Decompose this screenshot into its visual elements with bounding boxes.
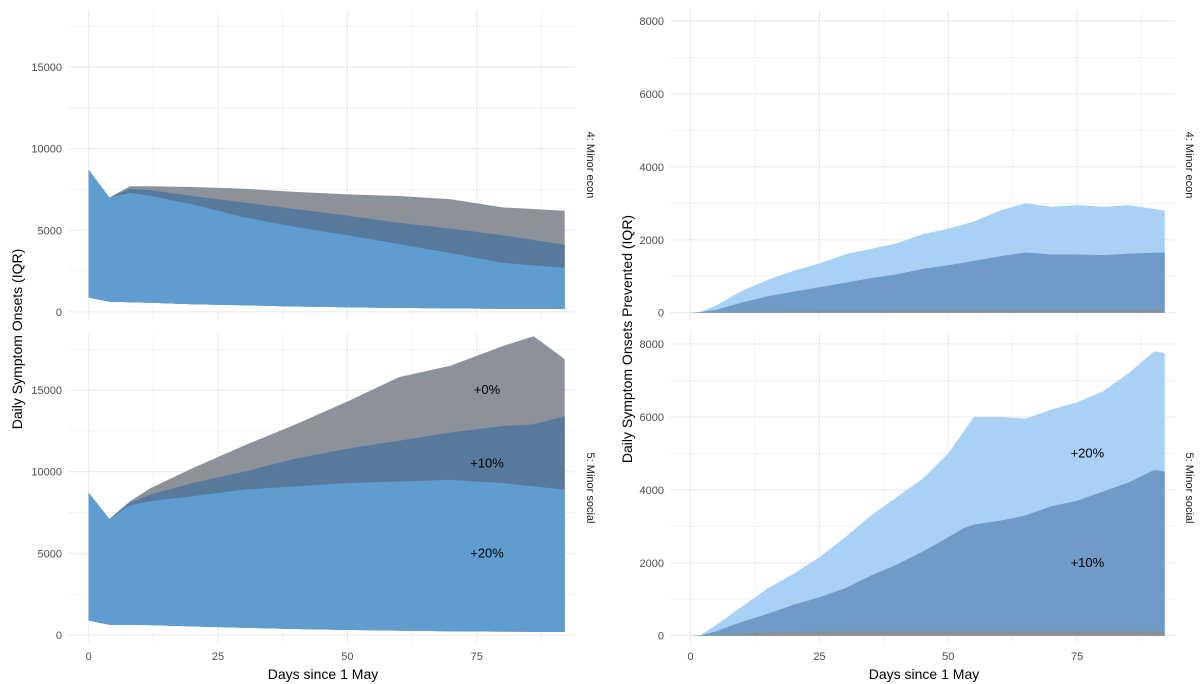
y-tick-label: 8000 bbox=[640, 16, 664, 28]
series-bands bbox=[690, 203, 1165, 313]
x-tick-label: 50 bbox=[942, 651, 954, 663]
x-tick-label: 25 bbox=[813, 651, 825, 663]
x-tick-label: 0 bbox=[86, 651, 92, 663]
series-bands bbox=[88, 169, 565, 309]
y-tick-label: 0 bbox=[56, 630, 62, 642]
band-annotation: +20% bbox=[1071, 445, 1105, 460]
band-plus0pct bbox=[690, 631, 1165, 636]
x-tick-label: 0 bbox=[688, 651, 694, 663]
tick-labels: 0 5000 10000 15000 0 25 50 75 bbox=[31, 385, 482, 663]
facet-strip-label: 4: Minor econ bbox=[584, 132, 596, 199]
left-x-axis-title: Days since 1 May bbox=[268, 666, 378, 682]
y-tick-label: 4000 bbox=[640, 162, 664, 174]
y-tick-label: 5000 bbox=[38, 548, 62, 560]
axes-text: Daily Symptom Onsets (IQR) Daily Symptom… bbox=[9, 215, 979, 682]
right-x-axis-title: Days since 1 May bbox=[869, 666, 979, 682]
y-tick-label: 2000 bbox=[640, 558, 664, 570]
x-tick-label: 25 bbox=[212, 651, 224, 663]
y-tick-label: 4000 bbox=[640, 485, 664, 497]
y-tick-label: 0 bbox=[658, 308, 664, 320]
tick-labels: 0 5000 10000 15000 bbox=[31, 62, 62, 319]
y-tick-label: 0 bbox=[56, 307, 62, 319]
series-bands bbox=[690, 351, 1165, 636]
right-y-axis-title: Daily Symptom Onsets Prevented (IQR) bbox=[619, 215, 635, 463]
left-y-axis-title: Daily Symptom Onsets (IQR) bbox=[9, 249, 25, 429]
facet-strip-label: 5: Minor social bbox=[584, 453, 596, 524]
y-tick-label: 8000 bbox=[640, 339, 664, 351]
band-annotation: +10% bbox=[470, 456, 504, 471]
panel-left-bottom: 0 5000 10000 15000 0 25 50 75 5: Minor social +0%… bbox=[31, 333, 596, 663]
facet-strip-label: 5: Minor social bbox=[1183, 453, 1195, 524]
y-tick-label: 2000 bbox=[640, 235, 664, 247]
tick-labels: 0 2000 4000 6000 8000 bbox=[640, 16, 664, 320]
band-plus10pct bbox=[690, 252, 1165, 313]
y-tick-label: 6000 bbox=[640, 89, 664, 101]
series-bands bbox=[88, 336, 565, 632]
x-tick-label: 50 bbox=[341, 651, 353, 663]
y-tick-label: 15000 bbox=[31, 62, 62, 74]
y-tick-label: 5000 bbox=[38, 225, 62, 237]
band-plus20pct bbox=[88, 479, 565, 632]
tick-labels: 0 2000 4000 6000 8000 0 25 50 75 bbox=[640, 339, 1084, 663]
band-annotation: +20% bbox=[470, 545, 504, 560]
panel-right-top: 0 2000 4000 6000 8000 4: Minor econ bbox=[640, 10, 1195, 320]
band-plus0pct bbox=[690, 310, 1165, 313]
y-tick-label: 10000 bbox=[31, 467, 62, 479]
y-tick-label: 15000 bbox=[31, 385, 62, 397]
band-plus20pct bbox=[88, 169, 565, 309]
band-annotation: +10% bbox=[1071, 555, 1105, 570]
band-plus10pct bbox=[690, 469, 1165, 636]
y-tick-label: 0 bbox=[658, 631, 664, 643]
panel-right-bottom: 0 2000 4000 6000 8000 0 25 50 75 5: Minor social +… bbox=[640, 333, 1195, 663]
facet-strip-label: 4: Minor econ bbox=[1183, 132, 1195, 199]
band-annotation: +0% bbox=[474, 382, 501, 397]
y-tick-label: 6000 bbox=[640, 412, 664, 424]
x-tick-label: 75 bbox=[471, 651, 483, 663]
x-tick-label: 75 bbox=[1071, 651, 1083, 663]
panel-left-top: 0 5000 10000 15000 4: Minor econ bbox=[31, 10, 596, 320]
y-tick-label: 10000 bbox=[31, 144, 62, 156]
